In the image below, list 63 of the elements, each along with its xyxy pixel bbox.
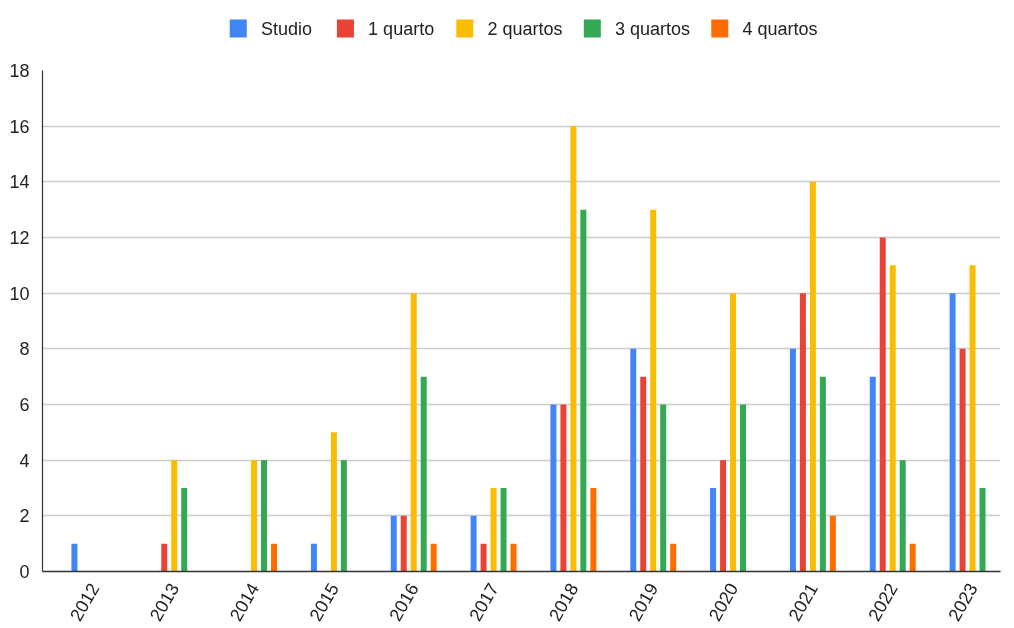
bar [640,376,647,572]
y-tick-label: 12 [9,228,30,248]
y-tick-label: 8 [19,339,30,360]
bar [879,237,886,572]
bar [660,404,667,572]
y-tick-label: 18 [9,61,30,81]
bar [400,515,407,572]
bar [330,432,337,572]
bar [710,488,717,572]
bar [550,404,557,572]
bar [490,488,497,572]
bar [869,376,876,572]
bar [71,543,78,572]
legend-label: Studio [260,18,312,39]
y-tick-label: 2 [19,506,30,527]
bar [979,488,986,572]
legend-label: 1 quarto [368,18,435,39]
bar [799,293,806,572]
bar [580,209,587,572]
y-tick-label: 10 [9,283,30,304]
bar [730,293,737,572]
bar [590,488,597,572]
bar [410,293,417,572]
bar [310,543,317,572]
bar [959,348,966,572]
bar [789,348,796,572]
bar [720,460,727,572]
bar [390,515,397,572]
bar [740,404,747,572]
bar [480,543,487,572]
bar [889,265,896,572]
bar [420,376,427,572]
bar [949,293,956,572]
y-tick-label: 14 [9,172,30,193]
bar [500,488,507,572]
bar [650,209,657,572]
bar [630,348,637,572]
bar [171,460,178,572]
legend-label: 4 quartos [742,18,818,39]
bar [470,515,477,572]
bar [161,543,168,572]
bar [809,181,816,572]
bar [909,543,916,572]
bar [899,460,906,572]
legend-label: 2 quartos [487,18,563,39]
bar [570,126,577,572]
bar [829,515,836,572]
bar [181,488,188,572]
bar [261,460,268,572]
bar [510,543,517,572]
bar [670,543,677,572]
bar [560,404,567,572]
y-tick-label: 4 [19,450,30,471]
bar [430,543,437,572]
bar [251,460,258,572]
bar [819,376,826,572]
legend-label: 3 quartos [614,18,691,39]
bar [271,543,278,572]
bar [969,265,976,572]
y-tick-label: 6 [19,395,30,415]
y-tick-label: 0 [19,562,30,582]
bar [340,460,347,572]
y-tick-label: 16 [9,116,30,137]
